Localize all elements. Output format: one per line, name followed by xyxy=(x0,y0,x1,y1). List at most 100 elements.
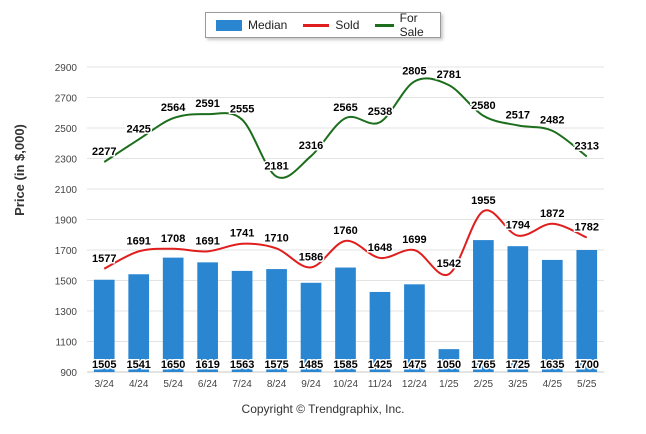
bar-median xyxy=(473,240,494,372)
bar-median xyxy=(541,259,563,372)
x-tick-label: 3/24 xyxy=(94,379,114,390)
data-label-median: 1425 xyxy=(368,359,392,371)
y-tick-label: 1500 xyxy=(55,277,78,288)
for-sale-line xyxy=(103,77,588,179)
y-tick-label: 1700 xyxy=(55,246,78,257)
x-tick-label: 3/25 xyxy=(508,379,528,390)
data-label-sold: 1710 xyxy=(264,232,288,244)
y-tick-label: 2900 xyxy=(55,63,78,74)
data-label-median: 1619 xyxy=(195,359,219,371)
sold-line xyxy=(103,209,588,277)
data-label-sold: 1542 xyxy=(437,258,461,270)
data-label-for-sale: 2781 xyxy=(437,69,461,81)
data-label-sold: 1760 xyxy=(333,225,357,237)
x-tick-label: 12/24 xyxy=(402,379,427,390)
data-label-median: 1725 xyxy=(506,359,530,371)
bar-median xyxy=(231,270,253,372)
data-label-sold: 1741 xyxy=(230,228,254,240)
x-tick-label: 10/24 xyxy=(333,379,358,390)
bar-median xyxy=(576,250,598,372)
bar-median xyxy=(197,262,218,372)
bar-median xyxy=(93,279,115,372)
data-label-sold: 1955 xyxy=(471,195,495,207)
data-label-for-sale: 2425 xyxy=(126,123,150,135)
data-label-sold: 1586 xyxy=(299,251,323,263)
data-label-median: 1505 xyxy=(92,359,116,371)
legend-swatch-for-sale xyxy=(375,23,394,27)
legend-swatch-median xyxy=(216,19,242,31)
data-label-for-sale: 2316 xyxy=(299,140,323,152)
data-label-sold: 1648 xyxy=(368,242,392,254)
data-label-for-sale: 2555 xyxy=(230,104,254,116)
data-label-sold: 1794 xyxy=(506,220,531,232)
y-tick-label: 2300 xyxy=(55,155,78,166)
y-tick-label: 1100 xyxy=(55,338,77,349)
data-label-median: 1585 xyxy=(333,359,357,371)
x-tick-label: 2/25 xyxy=(474,379,494,390)
data-label-sold: 1691 xyxy=(195,235,219,247)
data-label-median: 1050 xyxy=(437,359,461,371)
bar-median xyxy=(300,282,322,372)
data-label-sold: 1577 xyxy=(92,253,116,265)
bar-median xyxy=(404,284,425,372)
legend-label-sold: Sold xyxy=(335,18,360,32)
legend-item-for-sale[interactable]: For Sale xyxy=(375,11,431,39)
data-label-median: 1700 xyxy=(575,359,599,371)
y-tick-label: 2500 xyxy=(55,124,78,135)
data-label-for-sale: 2565 xyxy=(333,102,357,114)
bar-median xyxy=(266,269,287,372)
bar-median xyxy=(335,267,356,372)
data-label-median: 1575 xyxy=(264,359,288,371)
data-label-for-sale: 2277 xyxy=(92,146,116,158)
bar-median xyxy=(438,349,460,372)
data-label-sold: 1708 xyxy=(161,233,185,245)
x-tick-label: 5/25 xyxy=(577,379,597,390)
legend-swatch-sold xyxy=(303,23,330,27)
x-tick-label: 11/24 xyxy=(368,379,393,390)
x-tick-label: 5/24 xyxy=(163,379,183,390)
data-label-for-sale: 2591 xyxy=(195,98,219,110)
y-tick-label: 2700 xyxy=(55,94,78,105)
y-tick-label: 2100 xyxy=(55,185,78,196)
data-label-for-sale: 2517 xyxy=(506,109,530,121)
data-label-for-sale: 2564 xyxy=(161,102,186,114)
bar-median xyxy=(507,246,529,372)
data-label-sold: 1872 xyxy=(540,208,564,220)
data-label-for-sale: 2482 xyxy=(540,115,564,127)
data-label-for-sale: 2313 xyxy=(575,141,599,153)
legend-item-median[interactable]: Median xyxy=(216,18,287,32)
data-label-sold: 1699 xyxy=(402,234,426,246)
data-label-median: 1650 xyxy=(161,359,185,371)
data-label-for-sale: 2538 xyxy=(368,106,392,118)
bar-median xyxy=(162,257,184,372)
data-label-median: 1765 xyxy=(471,359,495,371)
y-tick-label: 1300 xyxy=(55,307,78,318)
y-tick-label: 900 xyxy=(60,368,77,379)
data-label-median: 1485 xyxy=(299,359,323,371)
bar-median xyxy=(128,274,150,372)
data-label-for-sale: 2580 xyxy=(471,100,495,112)
data-label-sold: 1782 xyxy=(575,221,599,233)
legend-label-median: Median xyxy=(248,18,288,32)
data-label-median: 1541 xyxy=(126,359,150,371)
data-label-for-sale: 2805 xyxy=(402,65,426,77)
legend-label-for-sale: For Sale xyxy=(399,11,424,39)
x-tick-label: 4/24 xyxy=(129,379,149,390)
x-tick-label: 7/24 xyxy=(232,379,252,390)
x-tick-label: 1/25 xyxy=(439,379,459,390)
copyright-text: Copyright © Trendgraphix, Inc. xyxy=(241,402,405,416)
data-label-sold: 1691 xyxy=(126,235,150,247)
data-label-median: 1563 xyxy=(230,359,254,371)
x-tick-label: 4/25 xyxy=(543,379,563,390)
chart-legend: Median Sold For Sale xyxy=(205,11,441,39)
x-tick-label: 8/24 xyxy=(267,379,287,390)
bar-median xyxy=(369,291,391,372)
x-tick-label: 6/24 xyxy=(198,379,218,390)
data-label-median: 1475 xyxy=(402,359,426,371)
legend-item-sold[interactable]: Sold xyxy=(303,18,359,32)
x-tick-label: 9/24 xyxy=(301,379,321,390)
data-label-for-sale: 2181 xyxy=(264,161,288,173)
data-label-median: 1635 xyxy=(540,359,564,371)
y-tick-label: 1900 xyxy=(55,216,78,227)
